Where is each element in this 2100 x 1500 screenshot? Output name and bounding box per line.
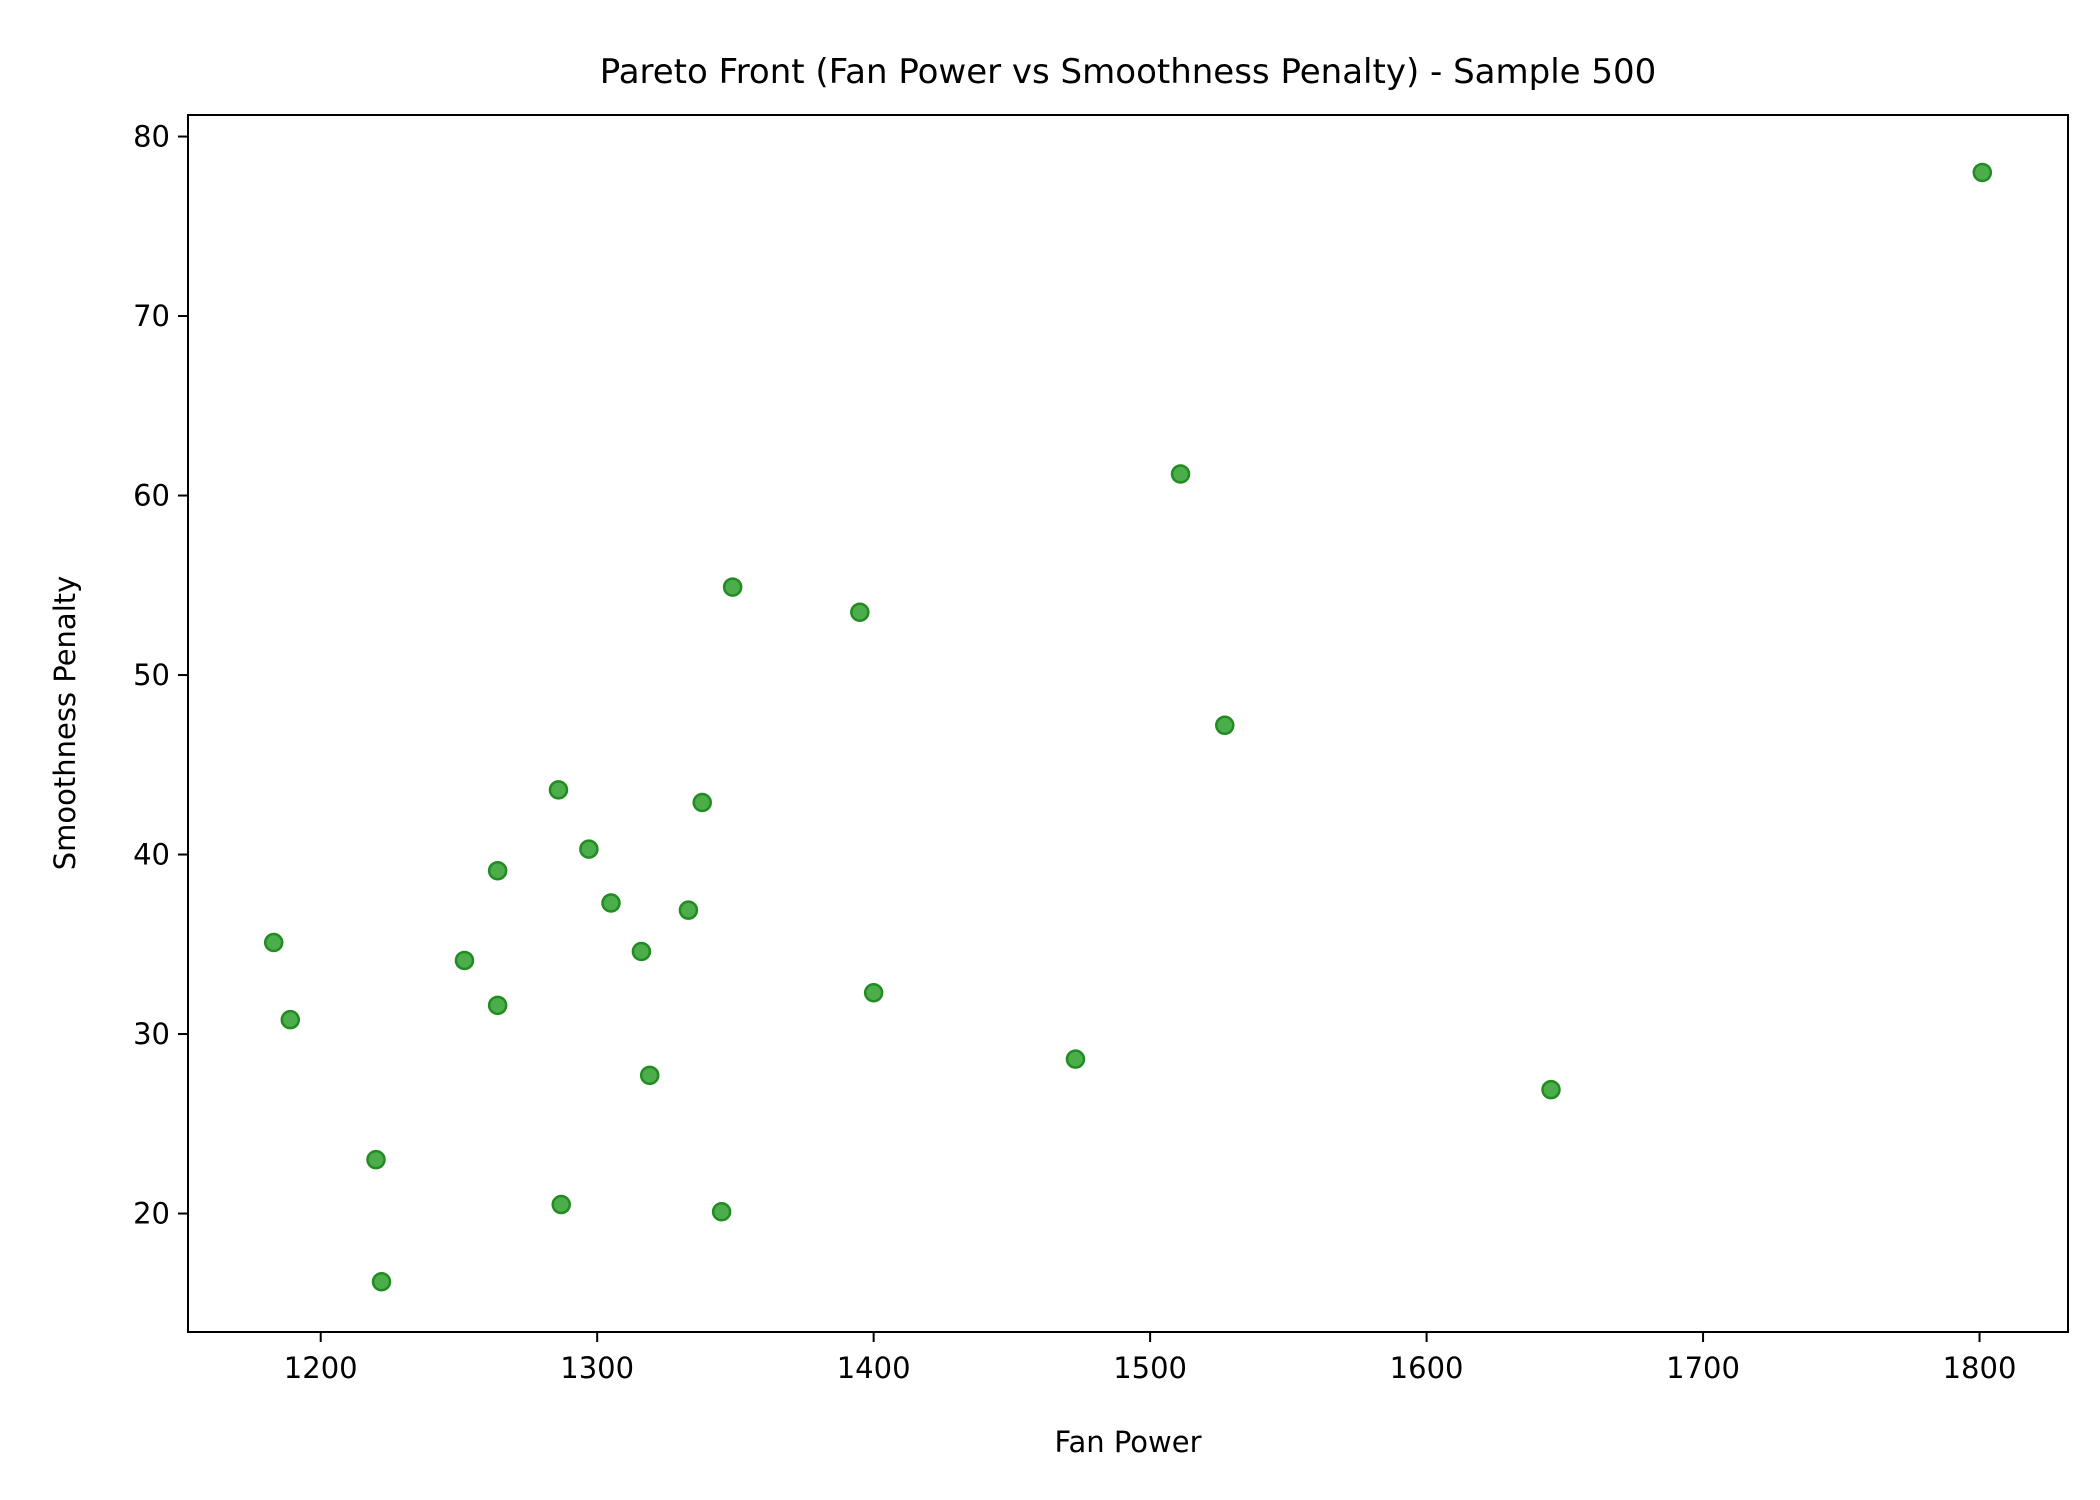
data-points — [263, 162, 1993, 1292]
data-point — [579, 839, 599, 859]
data-point — [722, 577, 743, 597]
data-point — [454, 950, 475, 971]
x-tick-label: 1400 — [837, 1351, 911, 1385]
y-tick-label: 40 — [133, 838, 170, 872]
y-tick-label: 50 — [133, 658, 170, 692]
chart-title: Pareto Front (Fan Power vs Smoothness Pe… — [600, 52, 1657, 92]
data-point — [1170, 464, 1191, 484]
data-point — [551, 1194, 571, 1215]
x-tick-label: 1800 — [1943, 1351, 2017, 1385]
y-tick-label: 80 — [133, 120, 170, 154]
y-tick-label: 60 — [133, 479, 170, 513]
data-point — [863, 982, 884, 1003]
data-point — [639, 1065, 660, 1086]
data-point — [371, 1271, 392, 1292]
data-point — [631, 941, 652, 962]
data-point — [366, 1149, 386, 1170]
x-tick-label: 1700 — [1666, 1351, 1740, 1385]
data-point — [711, 1201, 732, 1222]
y-tick-label: 30 — [133, 1017, 170, 1051]
data-point — [1065, 1049, 1086, 1069]
data-point — [280, 1009, 301, 1030]
plot-frame — [187, 114, 2069, 1333]
y-tick-label: 20 — [133, 1197, 170, 1231]
x-tick-label: 1600 — [1390, 1351, 1464, 1385]
data-point — [1541, 1079, 1561, 1100]
y-tick-label: 70 — [133, 299, 170, 333]
y-axis-label: Smoothness Penalty — [48, 576, 82, 871]
data-point — [487, 860, 508, 881]
x-tick-label: 1300 — [560, 1351, 634, 1385]
data-point — [548, 780, 569, 800]
x-axis-label: Fan Power — [1054, 1425, 1201, 1459]
y-axis: 20 30 40 50 60 70 80 — [133, 120, 188, 1231]
data-point — [601, 893, 621, 913]
data-point — [692, 792, 712, 813]
data-point — [850, 602, 870, 622]
data-point — [1215, 715, 1235, 736]
x-tick-label: 1500 — [1113, 1351, 1187, 1385]
data-point — [263, 932, 284, 953]
data-point — [487, 995, 508, 1016]
x-tick-label: 1200 — [284, 1351, 358, 1385]
data-point — [678, 900, 699, 920]
data-point — [1972, 162, 1993, 183]
x-axis: 1200 1300 1400 1500 1600 1700 1800 — [284, 1332, 2017, 1385]
